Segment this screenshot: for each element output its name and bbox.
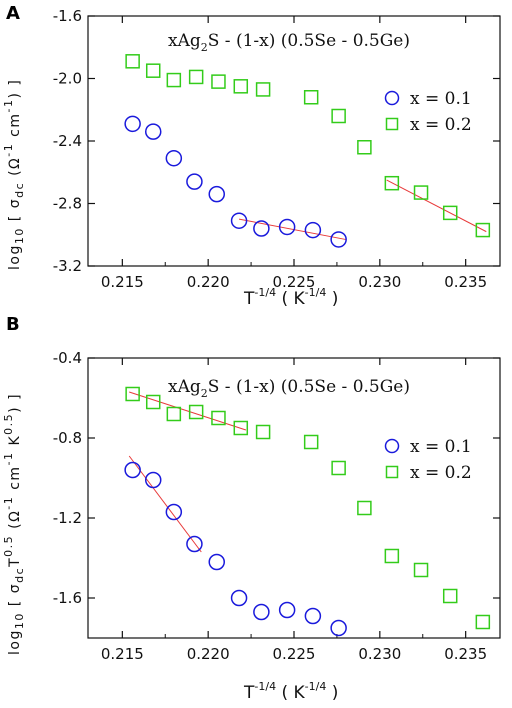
data-point-square <box>357 140 372 155</box>
data-point-circle <box>186 173 203 190</box>
x-tick-label: 0.230 <box>358 645 401 663</box>
data-point-square <box>442 205 458 221</box>
y-tick-label: -0.4 <box>53 349 82 367</box>
ticks-b: 0.215 0.220 0.225 0.230 0.235 -0.4 -0.8 -1.2 -1.… <box>53 349 500 663</box>
y-tick-label: -0.8 <box>53 429 82 447</box>
chart-title-a: xAg2S - (1-x) (0.5Se - 0.5Ge) <box>168 31 410 54</box>
y-tick-label: -1.6 <box>53 589 82 607</box>
legend-b: x = 0.1 x = 0.2 <box>384 437 472 483</box>
legend-label: x = 0.2 <box>410 463 472 483</box>
data-point-square <box>233 420 249 436</box>
plot-frame-b <box>87 357 501 639</box>
data-point-square <box>188 404 204 420</box>
ticks-a: 0.215 0.220 0.225 0.230 0.235 -1.6 -2.0 -2.4 -2.… <box>53 7 500 291</box>
fit-lines-b <box>128 391 247 553</box>
data-point-circle <box>253 603 270 621</box>
y-tick-label: -1.2 <box>53 509 82 527</box>
data-point-square <box>331 460 346 476</box>
data-point-square <box>475 614 491 630</box>
data-point-square <box>211 74 226 89</box>
fit-line <box>129 391 247 431</box>
data-marks-a <box>124 54 491 248</box>
x-tick-label: 0.235 <box>444 645 487 663</box>
data-point-circle <box>304 221 322 239</box>
data-point-square <box>384 175 400 191</box>
data-point-circle <box>144 471 162 489</box>
data-point-square <box>475 222 491 238</box>
x-tick-label: 0.225 <box>273 645 316 663</box>
data-point-square <box>384 548 400 564</box>
legend-marker-square <box>385 117 399 131</box>
data-point-circle <box>278 601 296 619</box>
data-point-square <box>125 386 140 402</box>
data-point-square <box>303 434 319 450</box>
x-tick-label: 0.235 <box>444 273 487 291</box>
y-axis-title-a: log10 [ σdc (Ω-1 cm-1) ] <box>2 79 26 270</box>
data-point-square <box>211 410 226 426</box>
x-tick-label: 0.215 <box>101 645 144 663</box>
legend-label: x = 0.1 <box>410 437 472 457</box>
fit-lines-a <box>238 179 487 240</box>
chart-title-b: xAg2S - (1-x) (0.5Se - 0.5Ge) <box>168 377 410 400</box>
legend-marker-square <box>385 465 399 479</box>
x-tick-label: 0.230 <box>358 273 401 291</box>
y-tick-label: -2.4 <box>53 132 82 150</box>
y-tick-label: -2.8 <box>53 195 82 213</box>
data-point-square <box>331 108 346 124</box>
panel-letter-b: B <box>6 314 20 335</box>
data-point-circle <box>144 123 162 140</box>
data-point-square <box>303 90 319 105</box>
data-point-circle <box>230 212 248 229</box>
panel-a: A xAg2S - (1-x) (0.5Se - 0.5Ge) T-1/4 ( … <box>2 3 501 309</box>
data-point-square <box>357 500 372 516</box>
panel-letter-a: A <box>6 3 20 24</box>
data-point-square <box>413 562 429 578</box>
data-point-circle <box>330 231 347 248</box>
y-tick-label: -1.6 <box>53 7 82 25</box>
x-axis-title-b: T-1/4 ( K-1/4 ) <box>243 680 338 703</box>
data-point-square <box>413 185 429 200</box>
legend-label: x = 0.2 <box>410 115 472 135</box>
data-point-circle <box>186 535 203 553</box>
data-point-circle <box>304 607 322 625</box>
data-marks-b <box>124 386 491 637</box>
data-point-square <box>145 63 161 78</box>
x-tick-label: 0.220 <box>187 273 230 291</box>
data-point-square <box>255 82 271 97</box>
data-point-circle <box>208 185 225 203</box>
data-point-circle <box>230 589 248 607</box>
y-axis-title-b: log10 [ σdcT0.5 (Ω-1 cm-1 K0.5) ] <box>2 393 26 655</box>
data-point-circle <box>330 619 347 637</box>
data-point-circle <box>165 149 183 167</box>
data-point-square <box>255 424 271 440</box>
data-point-circle <box>208 553 225 571</box>
x-axis-title-a: T-1/4 ( K-1/4 ) <box>243 286 338 309</box>
x-tick-label: 0.220 <box>187 645 230 663</box>
legend-marker-circle <box>384 438 400 454</box>
fit-line <box>128 455 202 553</box>
data-point-square <box>233 79 249 94</box>
data-point-circle <box>165 503 183 521</box>
y-tick-label: -2.0 <box>53 70 82 88</box>
data-point-square <box>145 394 161 410</box>
data-point-square <box>442 588 458 604</box>
legend-marker-circle <box>384 90 400 106</box>
data-point-circle <box>124 115 141 133</box>
data-point-circle <box>253 220 270 237</box>
legend-a: x = 0.1 x = 0.2 <box>384 89 472 135</box>
data-point-circle <box>278 218 296 236</box>
x-tick-label: 0.215 <box>101 273 144 291</box>
y-tick-label: -3.2 <box>53 257 82 275</box>
x-tick-label: 0.225 <box>273 273 316 291</box>
data-point-square <box>125 54 140 69</box>
data-point-square <box>166 406 182 422</box>
panel-b: B xAg2S - (1-x) (0.5Se - 0.5Ge) T-1/4 ( … <box>2 314 501 703</box>
fit-line <box>386 179 487 233</box>
data-point-circle <box>124 461 141 479</box>
data-point-square <box>166 72 182 88</box>
data-point-square <box>188 69 204 85</box>
legend-label: x = 0.1 <box>410 89 472 109</box>
